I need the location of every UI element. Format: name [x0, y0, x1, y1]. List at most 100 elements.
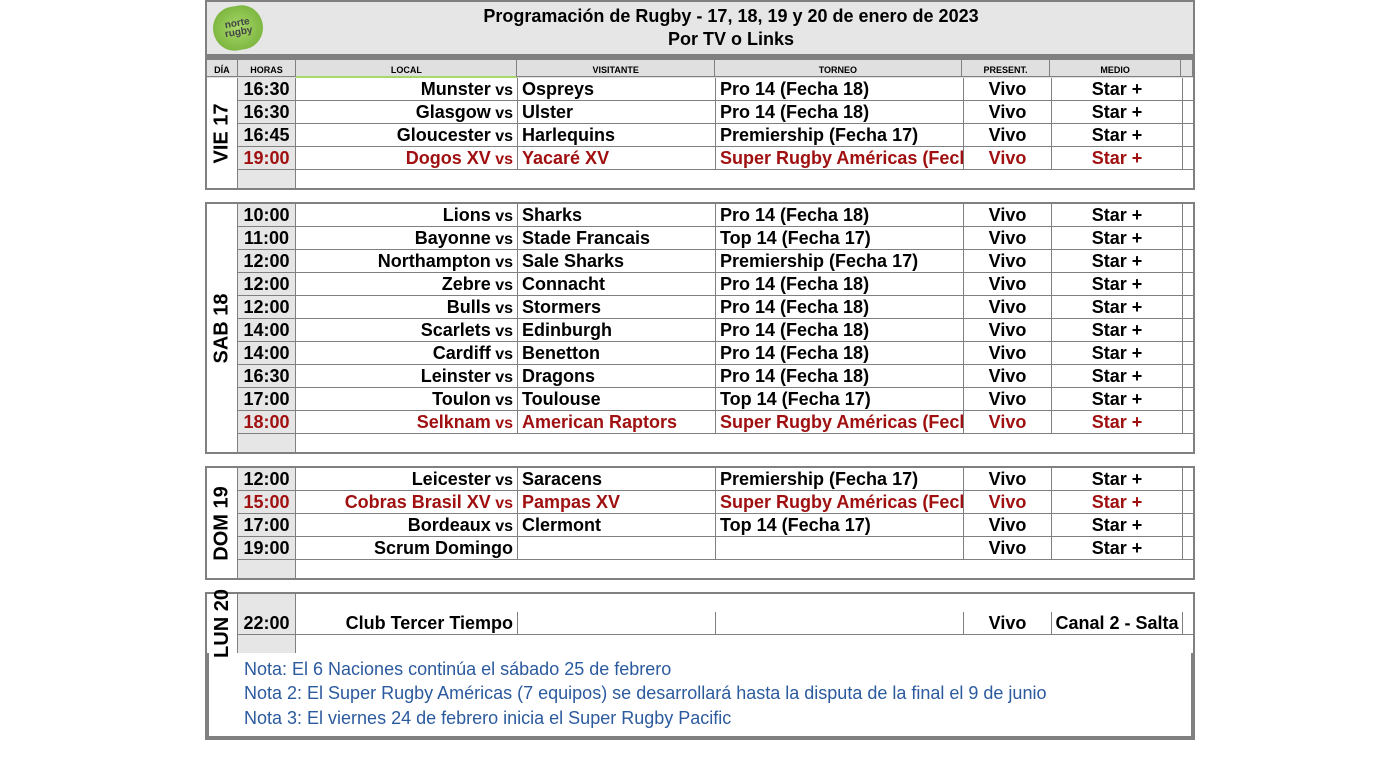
vs-label: vs	[491, 518, 513, 535]
vs-label: vs	[491, 151, 513, 168]
schedule-row: 16:30Leinster vsDragonsPro 14 (Fecha 18)…	[238, 365, 1194, 388]
col-header-spacer	[1181, 60, 1193, 77]
title-line1: Programación de Rugby - 17, 18, 19 y 20 …	[269, 5, 1193, 28]
column-header-row: DíaHorasLocalVisitanteTorneoPresent.Medi…	[207, 58, 1193, 78]
day-block: DOM 1912:00Leicester vsSaracensPremiersh…	[207, 468, 1193, 578]
day-label: VIE 17	[207, 78, 238, 188]
cell-hora: 15:00	[238, 491, 296, 514]
day-section: LUN 2022:00Club Tercer TiempoVivoCanal 2…	[205, 592, 1195, 740]
day-sections: DíaHorasLocalVisitanteTorneoPresent.Medi…	[205, 56, 1195, 740]
cell-torneo	[716, 612, 964, 635]
vs-label: vs	[491, 495, 513, 512]
col-header-torneo: Torneo	[715, 60, 962, 77]
cell-torneo	[716, 537, 964, 560]
cell-local: Scrum Domingo	[296, 537, 518, 560]
spacer-row	[238, 594, 1194, 612]
day-label-text: VIE 17	[211, 103, 234, 163]
cell-visitante: Sharks	[518, 204, 716, 227]
cell-visitante: American Raptors	[518, 411, 716, 434]
day-label-text: LUN 20	[211, 589, 234, 658]
cell-medio: Star +	[1052, 227, 1183, 250]
cell-hora: 16:30	[238, 78, 296, 101]
cell-visitante	[518, 537, 716, 560]
local-team: Bulls	[447, 297, 491, 317]
cell-presentacion: Vivo	[964, 124, 1052, 147]
local-team: Scarlets	[421, 320, 491, 340]
day-label-text: DOM 19	[211, 486, 234, 560]
local-team: Cardiff	[433, 343, 491, 363]
cell-spacer	[1183, 204, 1194, 227]
cell-hora: 17:00	[238, 514, 296, 537]
cell-spacer	[1183, 101, 1194, 124]
local-team: Scrum Domingo	[374, 538, 513, 558]
cell-presentacion: Vivo	[964, 204, 1052, 227]
schedule-row: 19:00Dogos XV vsYacaré XVSuper Rugby Amé…	[238, 147, 1194, 170]
schedule-container: norte rugby Programación de Rugby - 17, …	[205, 0, 1195, 740]
cell-visitante: Pampas XV	[518, 491, 716, 514]
rows-container: 16:30Munster vsOspreysPro 14 (Fecha 18)V…	[238, 78, 1194, 188]
cell-local: Selknam vs	[296, 411, 518, 434]
cell-local: Zebre vs	[296, 273, 518, 296]
cell-medio: Star +	[1052, 273, 1183, 296]
col-header-horas: Horas	[238, 60, 297, 77]
cell-visitante: Yacaré XV	[518, 147, 716, 170]
logo-text-2: rugby	[224, 26, 253, 40]
cell-hora: 19:00	[238, 147, 296, 170]
cell-medio: Star +	[1052, 250, 1183, 273]
note-line: Nota 2: El Super Rugby Américas (7 equip…	[244, 681, 1156, 705]
cell-spacer	[1183, 296, 1194, 319]
note-line: Nota: El 6 Naciones continúa el sábado 2…	[244, 657, 1156, 681]
vs-label: vs	[491, 208, 513, 225]
schedule-row: 12:00Zebre vsConnachtPro 14 (Fecha 18)Vi…	[238, 273, 1194, 296]
cell-spacer	[1183, 537, 1194, 560]
cell-visitante: Clermont	[518, 514, 716, 537]
cell-torneo: Super Rugby Américas (Fecha 1)	[716, 147, 964, 170]
schedule-row: 19:00Scrum DomingoVivoStar +	[238, 537, 1194, 560]
cell-hora: 12:00	[238, 296, 296, 319]
cell-visitante: Ospreys	[518, 78, 716, 101]
col-header-local: Local	[296, 60, 517, 78]
cell-spacer	[1183, 124, 1194, 147]
day-label: LUN 20	[207, 594, 238, 653]
local-team: Zebre	[442, 274, 491, 294]
cell-medio: Star +	[1052, 514, 1183, 537]
cell-hora: 10:00	[238, 204, 296, 227]
schedule-row: 11:00Bayonne vsStade FrancaisTop 14 (Fec…	[238, 227, 1194, 250]
cell-presentacion: Vivo	[964, 491, 1052, 514]
cell-spacer	[1183, 468, 1194, 491]
cell-spacer	[1183, 514, 1194, 537]
spacer-row	[238, 434, 1194, 452]
cell-local: Cobras Brasil XV vs	[296, 491, 518, 514]
cell-medio: Star +	[1052, 296, 1183, 319]
cell-torneo: Pro 14 (Fecha 18)	[716, 365, 964, 388]
cell-torneo: Premiership (Fecha 17)	[716, 250, 964, 273]
cell-local: Bulls vs	[296, 296, 518, 319]
cell-torneo: Pro 14 (Fecha 18)	[716, 273, 964, 296]
schedule-row: 12:00Bulls vsStormersPro 14 (Fecha 18)Vi…	[238, 296, 1194, 319]
col-header-visitante: Visitante	[517, 60, 714, 77]
cell-spacer	[1183, 319, 1194, 342]
cell-hora: 14:00	[238, 342, 296, 365]
cell-torneo: Pro 14 (Fecha 18)	[716, 342, 964, 365]
cell-hora: 17:00	[238, 388, 296, 411]
cell-hora: 11:00	[238, 227, 296, 250]
cell-presentacion: Vivo	[964, 468, 1052, 491]
local-team: Northampton	[378, 251, 491, 271]
spacer-row	[238, 560, 1194, 578]
cell-local: Club Tercer Tiempo	[296, 612, 518, 635]
cell-local: Northampton vs	[296, 250, 518, 273]
cell-medio: Star +	[1052, 78, 1183, 101]
cell-local: Munster vs	[296, 78, 518, 101]
day-block: VIE 1716:30Munster vsOspreysPro 14 (Fech…	[207, 78, 1193, 188]
local-team: Lions	[443, 205, 491, 225]
local-team: Gloucester	[397, 125, 491, 145]
vs-label: vs	[491, 346, 513, 363]
cell-hora: 12:00	[238, 273, 296, 296]
cell-torneo: Premiership (Fecha 17)	[716, 124, 964, 147]
day-label-text: SAB 18	[211, 293, 234, 363]
schedule-row: 18:00Selknam vsAmerican RaptorsSuper Rug…	[238, 411, 1194, 434]
cell-torneo: Pro 14 (Fecha 18)	[716, 319, 964, 342]
note-line: Nota 3: El viernes 24 de febrero inicia …	[244, 706, 1156, 730]
cell-presentacion: Vivo	[964, 365, 1052, 388]
cell-medio: Star +	[1052, 411, 1183, 434]
